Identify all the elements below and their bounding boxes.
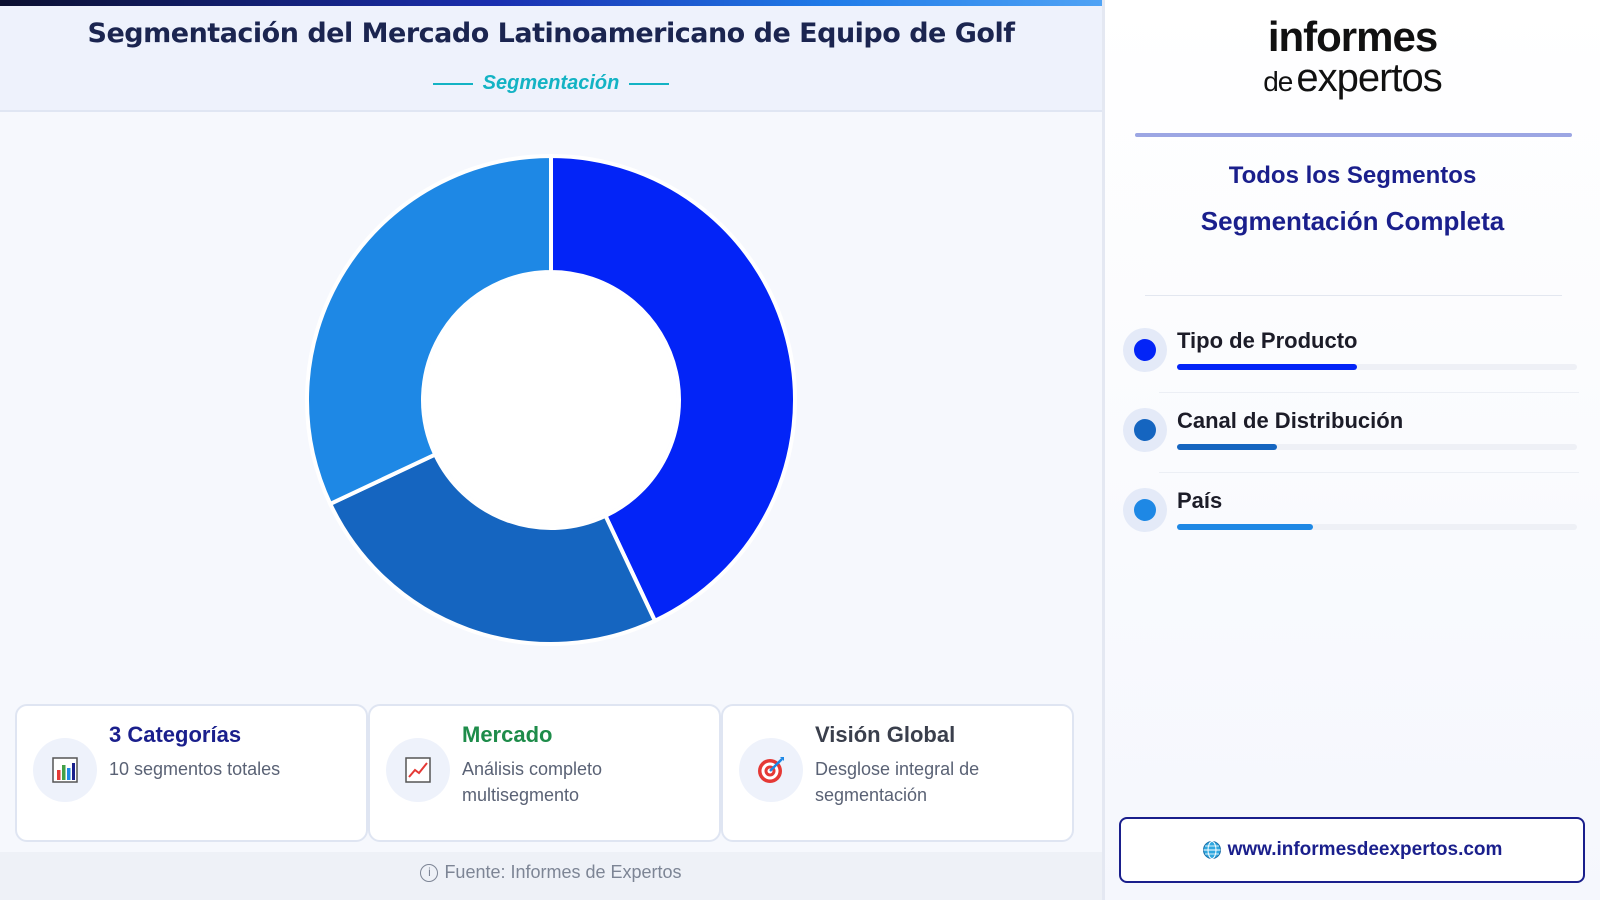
card-subtitle: 10 segmentos totales — [109, 759, 281, 779]
sidebar-divider — [1145, 295, 1562, 296]
globe-icon — [1202, 840, 1222, 860]
legend-dot — [1134, 419, 1156, 441]
card-subtitle: Desglose integral de segmentación — [815, 759, 980, 805]
legend-label: Tipo de Producto — [1177, 328, 1358, 353]
footer-source: i Fuente: Informes de Expertos — [0, 852, 1102, 900]
legend-dot — [1134, 499, 1156, 521]
logo-line1: informes — [1267, 13, 1438, 60]
legend-bar-fill — [1177, 364, 1357, 370]
sidebar-accent-line — [1135, 133, 1572, 137]
brand-logo: informes de expertos — [1105, 14, 1600, 100]
legend-bar-track — [1177, 524, 1577, 530]
legend-dot-wrap — [1123, 328, 1167, 372]
card-title: 3 Categorías — [109, 722, 242, 747]
card-categories: 3 Categorías 10 segmentos totales — [15, 704, 368, 842]
top-accent-bar — [0, 0, 1102, 6]
legend-label: Canal de Distribución — [1177, 408, 1404, 433]
legend-item-pais[interactable]: País — [1119, 484, 1585, 564]
legend-dot-wrap — [1123, 488, 1167, 532]
subtitle-dash-right — [629, 82, 670, 85]
donut-slice-tipo-de-producto[interactable] — [549, 153, 797, 624]
line-chart-icon — [386, 738, 450, 802]
legend-item-tipo-producto[interactable]: Tipo de Producto — [1119, 324, 1585, 404]
website-url: www.informesdeexpertos.com — [1227, 839, 1503, 860]
info-icon: i — [420, 864, 439, 883]
logo-expertos: expertos — [1296, 56, 1442, 100]
legend-bar-fill — [1177, 524, 1313, 530]
card-market: Mercado Análisis completo multisegmento — [368, 704, 721, 842]
subtitle-text: Segmentación — [482, 72, 620, 94]
logo-line2: de expertos — [1105, 58, 1600, 100]
main-panel: Segmentación del Mercado Latinoamericano… — [0, 0, 1102, 900]
page-title: Segmentación del Mercado Latinoamericano… — [87, 18, 1015, 49]
donut-slice-pa-s[interactable] — [305, 153, 553, 507]
legend-label: País — [1177, 488, 1223, 513]
legend-bar-fill — [1177, 444, 1277, 450]
legend-separator — [1159, 392, 1579, 393]
subtitle-dash-left — [432, 82, 473, 85]
legend-dot-wrap — [1123, 408, 1167, 452]
donut-slice-canal-de-distribuci-n[interactable] — [327, 451, 658, 646]
bar-chart-icon — [33, 738, 97, 802]
legend-bar-track — [1177, 364, 1577, 370]
donut-chart-svg — [305, 153, 797, 646]
legend-bar-track — [1177, 444, 1577, 450]
source-text: Fuente: Informes de Expertos — [444, 862, 682, 882]
card-global: Visión Global Desglose integral de segme… — [721, 704, 1074, 842]
website-link[interactable]: www.informesdeexpertos.com — [1119, 817, 1585, 883]
legend-dot — [1134, 339, 1156, 361]
header: Segmentación del Mercado Latinoamericano… — [0, 6, 1102, 112]
summary-cards: 3 Categorías 10 segmentos totales Mercad… — [15, 704, 1089, 842]
card-subtitle: Análisis completo multisegmento — [462, 759, 603, 805]
donut-chart — [0, 114, 1102, 694]
legend-separator — [1159, 472, 1579, 473]
sidebar-subheading: Segmentación Completa — [1200, 206, 1505, 236]
target-icon — [739, 738, 803, 802]
sidebar: informes de expertos Todos los Segmentos … — [1105, 0, 1600, 900]
sidebar-heading: Todos los Segmentos — [1228, 162, 1477, 189]
panel-divider — [1102, 0, 1105, 900]
card-title: Mercado — [462, 722, 553, 747]
logo-de: de — [1263, 66, 1293, 97]
legend-item-canal-distribucion[interactable]: Canal de Distribución — [1119, 404, 1585, 484]
page-subtitle: Segmentación — [0, 72, 1102, 95]
card-title: Visión Global — [815, 722, 956, 747]
donut-hole — [425, 274, 677, 526]
